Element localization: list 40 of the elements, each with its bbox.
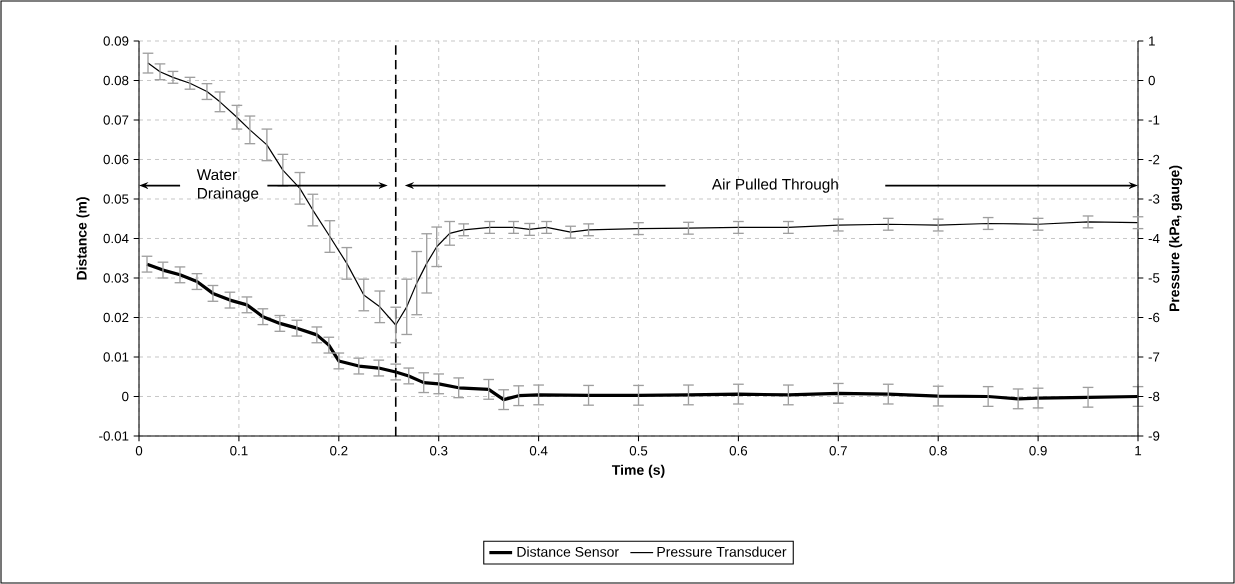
- x-tick-label: 0.6: [729, 446, 748, 456]
- annotation: Water Drainage: [196, 169, 259, 202]
- y2-axis-title: Pressure (kPa, gauge): [1169, 165, 1183, 312]
- x-axis-title: Time (s): [611, 464, 665, 478]
- y-tick-label: 0.04: [103, 233, 129, 244]
- y2-tick-label: -5: [1148, 273, 1160, 283]
- x-tick-label: 0.7: [829, 446, 847, 456]
- legend-label: Pressure Transducer: [657, 546, 787, 557]
- y-tick-label: 0.09: [103, 36, 129, 46]
- y2-tick-label: -2: [1148, 154, 1160, 165]
- y2-tick-label: -7: [1148, 352, 1160, 362]
- x-tick-label: 0.9: [1029, 446, 1047, 456]
- y-tick-label: 0.03: [103, 273, 129, 283]
- y-tick-label: 0: [122, 391, 129, 402]
- y-tick-label: 0.08: [103, 75, 129, 86]
- x-tick-label: 0.8: [929, 446, 947, 456]
- x-tick-label: 0.1: [230, 446, 248, 456]
- y-tick-label: 0.02: [103, 312, 129, 323]
- y-tick-label: 0.05: [103, 194, 129, 204]
- y2-tick-label: -1: [1148, 115, 1160, 125]
- y2-tick-label: -4: [1148, 233, 1160, 244]
- x-tick-label: 0: [135, 446, 143, 456]
- x-tick-label: 0.4: [529, 446, 548, 456]
- x-tick-label: 0.2: [330, 446, 348, 456]
- y-tick-label: 0.01: [103, 352, 129, 362]
- x-tick-label: 1: [1135, 446, 1142, 456]
- y2-tick-label: 0: [1148, 75, 1155, 86]
- y-tick-label: 0.06: [103, 154, 129, 165]
- y2-tick-label: 1: [1149, 36, 1155, 46]
- y-tick-label: 0.07: [103, 115, 129, 125]
- y-tick-label: -0.01: [99, 431, 129, 441]
- x-tick-label: 0.3: [429, 446, 448, 456]
- y-axis-title: Distance (m): [76, 197, 90, 280]
- y2-tick-label: -3: [1148, 194, 1160, 204]
- y2-tick-label: -6: [1148, 312, 1160, 323]
- annotation: Air Pulled Through: [711, 178, 838, 193]
- legend-label: Distance Sensor: [517, 546, 619, 557]
- x-tick-label: 0.5: [629, 446, 648, 456]
- y2-tick-label: -8: [1148, 391, 1160, 402]
- y2-tick-label: -9: [1148, 431, 1160, 441]
